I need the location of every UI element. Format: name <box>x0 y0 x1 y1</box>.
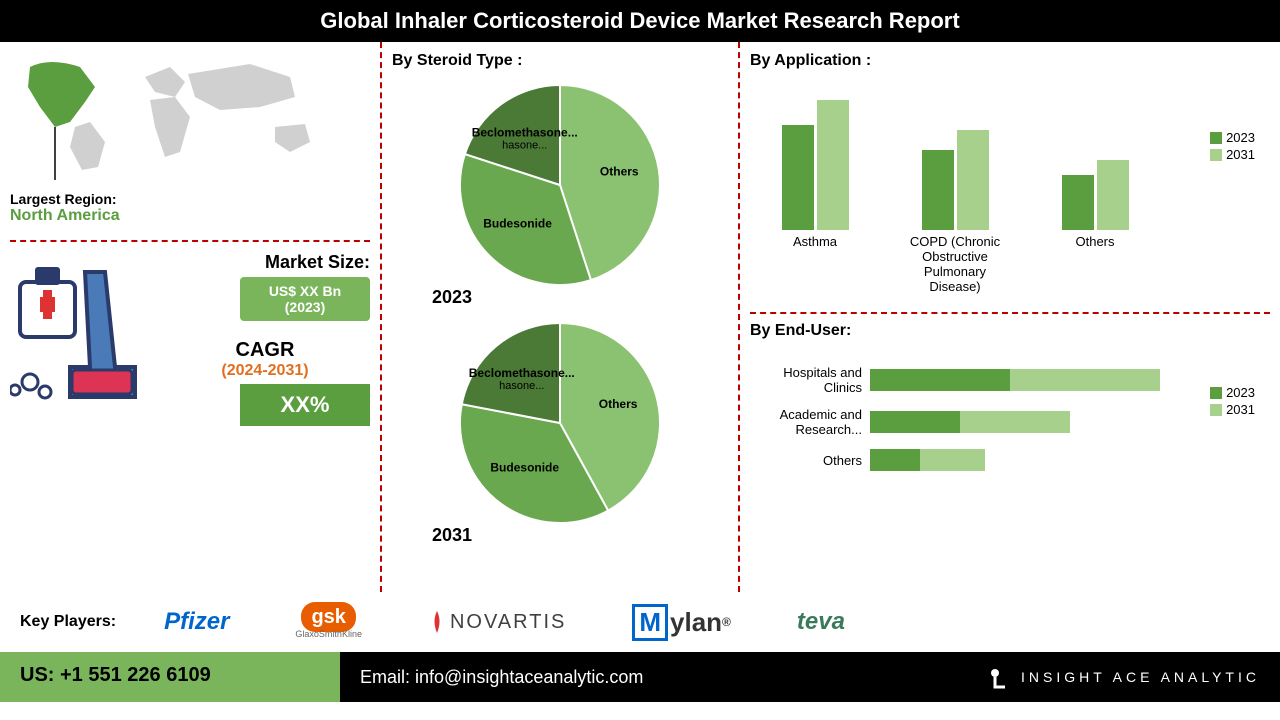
pie-2031: Others Budesonide Beclomethasone...hasone.… <box>392 318 728 533</box>
svg-text:hasone...: hasone... <box>502 139 547 151</box>
largest-region-label: Largest Region: <box>10 191 370 207</box>
market-size-label: Market Size: <box>160 252 370 273</box>
email-text: Email: info@insightaceanalytic.com <box>360 667 643 688</box>
steroid-title: By Steroid Type : <box>392 52 728 70</box>
cagr-label: CAGR <box>160 339 370 362</box>
enduser-bars: Hospitals and ClinicsAcademic and Resear… <box>750 365 1270 471</box>
divider <box>10 240 370 242</box>
svg-text:Others: Others <box>599 397 638 411</box>
svg-text:Budesonide: Budesonide <box>490 461 559 475</box>
key-players-row: Key Players: PfizergskGlaxoSmithKlineNOV… <box>0 592 1280 652</box>
app-legend: 20232031 <box>1210 130 1255 164</box>
application-title: By Application : <box>750 52 1270 70</box>
application-bars <box>760 90 1270 230</box>
svg-text:Beclomethasone...: Beclomethasone... <box>469 366 575 380</box>
region-map: Largest Region: North America <box>10 52 370 232</box>
inhaler-icon <box>10 252 150 422</box>
cagr-years: (2024-2031) <box>160 362 370 380</box>
brand-icon <box>987 665 1011 689</box>
application-labels: AsthmaCOPD (Chronic Obstructive Pulmonar… <box>760 234 1270 294</box>
enduser-title: By End-User: <box>750 322 1270 340</box>
cagr-value: XX% <box>240 384 370 426</box>
largest-region-name: North America <box>10 207 370 225</box>
brand-name: INSIGHT ACE ANALYTIC <box>1021 669 1260 685</box>
footer-phone: US: +1 551 226 6109 <box>0 652 340 702</box>
svg-text:Beclomethasone...: Beclomethasone... <box>472 125 578 139</box>
svg-text:Budesonide: Budesonide <box>483 216 552 230</box>
eu-legend: 20232031 <box>1210 385 1255 419</box>
footer-email: Email: info@insightaceanalytic.com INSIG… <box>340 652 1280 702</box>
divider <box>750 312 1270 314</box>
page-title: Global Inhaler Corticosteroid Device Mar… <box>0 0 1280 42</box>
key-players-label: Key Players: <box>20 613 116 631</box>
svg-text:hasone...: hasone... <box>499 380 544 392</box>
market-size-value: US$ XX Bn (2023) <box>240 277 370 321</box>
svg-text:Others: Others <box>600 165 639 179</box>
pie-2023: Others Budesonide Beclomethasone...hasone.… <box>392 80 728 295</box>
